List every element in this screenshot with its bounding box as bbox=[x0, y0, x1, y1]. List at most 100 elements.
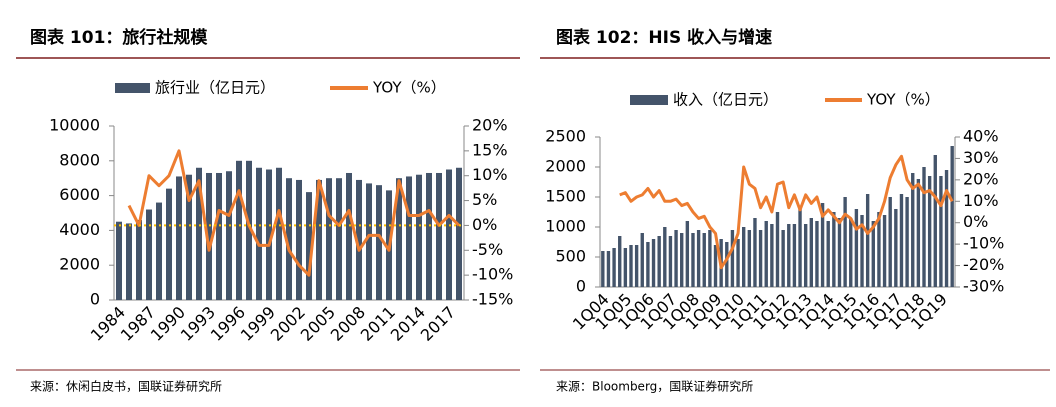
bar bbox=[634, 245, 639, 287]
bar bbox=[854, 209, 859, 287]
bar bbox=[764, 221, 768, 287]
bar bbox=[606, 251, 611, 287]
bar bbox=[146, 209, 152, 300]
bar bbox=[792, 224, 797, 287]
bar bbox=[742, 227, 746, 287]
y2-tick-label: 20% bbox=[472, 116, 508, 135]
bar bbox=[696, 230, 701, 287]
bar bbox=[758, 230, 763, 287]
bar bbox=[798, 206, 802, 287]
bar bbox=[657, 236, 661, 287]
bar bbox=[691, 233, 695, 287]
bar bbox=[815, 221, 819, 287]
bar bbox=[346, 172, 352, 300]
bar bbox=[646, 242, 650, 287]
bar bbox=[809, 218, 813, 287]
legend-label: YOY（%） bbox=[372, 79, 446, 97]
bar bbox=[668, 236, 673, 287]
bar bbox=[753, 218, 757, 287]
bar bbox=[196, 167, 202, 300]
bar bbox=[787, 224, 791, 287]
legend-label: 旅行业（亿日元） bbox=[155, 79, 275, 97]
y-tick-label: 10000 bbox=[49, 116, 100, 135]
bar bbox=[256, 167, 262, 300]
chart-title: 图表 102：HIS 收入与增速 bbox=[556, 27, 772, 48]
y-tick-label: 8000 bbox=[59, 150, 100, 169]
bar bbox=[236, 160, 242, 300]
y-tick-label: 2500 bbox=[545, 127, 586, 146]
bar bbox=[316, 179, 322, 300]
bar bbox=[944, 170, 949, 287]
bar bbox=[865, 194, 870, 287]
bar bbox=[837, 218, 842, 287]
bar bbox=[832, 212, 836, 287]
bar bbox=[216, 172, 222, 300]
y-tick-label: 4000 bbox=[59, 220, 100, 239]
bar bbox=[747, 230, 752, 287]
bar bbox=[663, 227, 667, 287]
source: 来源：Bloomberg，国联证券研究所 bbox=[556, 379, 753, 394]
bar bbox=[725, 242, 729, 287]
bar bbox=[623, 248, 628, 287]
y2-tick-label: -20% bbox=[963, 255, 1004, 274]
bar bbox=[306, 192, 312, 300]
bar bbox=[899, 194, 904, 287]
bar bbox=[911, 173, 915, 287]
y-tick-label: 1000 bbox=[545, 217, 586, 236]
bar bbox=[166, 188, 172, 300]
line bbox=[619, 154, 954, 270]
y-tick-label: 500 bbox=[555, 247, 586, 266]
bar bbox=[156, 202, 162, 300]
y-tick-label: 2000 bbox=[59, 255, 100, 274]
bar bbox=[601, 251, 605, 287]
bar bbox=[674, 230, 678, 287]
bar bbox=[888, 197, 892, 287]
legend-label: 收入（亿日元） bbox=[673, 91, 778, 109]
y2-tick-label: -10% bbox=[472, 265, 513, 284]
source: 来源：休闲白皮书，国联证券研究所 bbox=[30, 379, 222, 394]
bar bbox=[126, 223, 132, 300]
y2-tick-label: -30% bbox=[963, 277, 1004, 296]
legend-swatch bbox=[115, 83, 150, 93]
bar bbox=[618, 236, 622, 287]
bar bbox=[860, 215, 864, 287]
bar bbox=[803, 224, 808, 287]
chart-title: 图表 101：旅行社规模 bbox=[30, 27, 208, 48]
bar bbox=[296, 179, 302, 300]
bar bbox=[436, 172, 442, 300]
y2-tick-label: 0% bbox=[472, 215, 497, 234]
y-tick-label: 0 bbox=[576, 277, 586, 296]
bar bbox=[713, 245, 718, 287]
bar bbox=[640, 233, 644, 287]
bar bbox=[326, 178, 332, 300]
y2-tick-label: 0% bbox=[963, 212, 988, 231]
bar bbox=[905, 197, 909, 287]
x-tick-label: 2017 bbox=[417, 303, 459, 345]
bar bbox=[680, 233, 684, 287]
bar bbox=[950, 146, 954, 287]
y-tick-label: 2000 bbox=[545, 157, 586, 176]
bar bbox=[186, 174, 192, 300]
legend-swatch bbox=[630, 95, 668, 105]
y2-tick-label: 30% bbox=[963, 148, 999, 167]
bar bbox=[266, 169, 272, 300]
bar bbox=[882, 215, 887, 287]
bar bbox=[116, 221, 122, 300]
legend-label: YOY（%） bbox=[866, 91, 940, 109]
y2-tick-label: -15% bbox=[472, 290, 513, 309]
bar bbox=[629, 245, 633, 287]
bar bbox=[651, 239, 656, 287]
bar bbox=[685, 221, 690, 287]
y2-tick-label: -10% bbox=[963, 234, 1004, 253]
bar bbox=[176, 176, 182, 300]
bar bbox=[730, 230, 735, 287]
bar bbox=[246, 160, 252, 300]
bar bbox=[849, 218, 853, 287]
bar bbox=[939, 176, 943, 287]
bar bbox=[877, 212, 881, 287]
bar bbox=[916, 179, 921, 287]
y2-tick-label: 10% bbox=[472, 165, 508, 184]
bar bbox=[446, 169, 452, 300]
bar bbox=[820, 203, 825, 287]
bar bbox=[426, 172, 432, 300]
